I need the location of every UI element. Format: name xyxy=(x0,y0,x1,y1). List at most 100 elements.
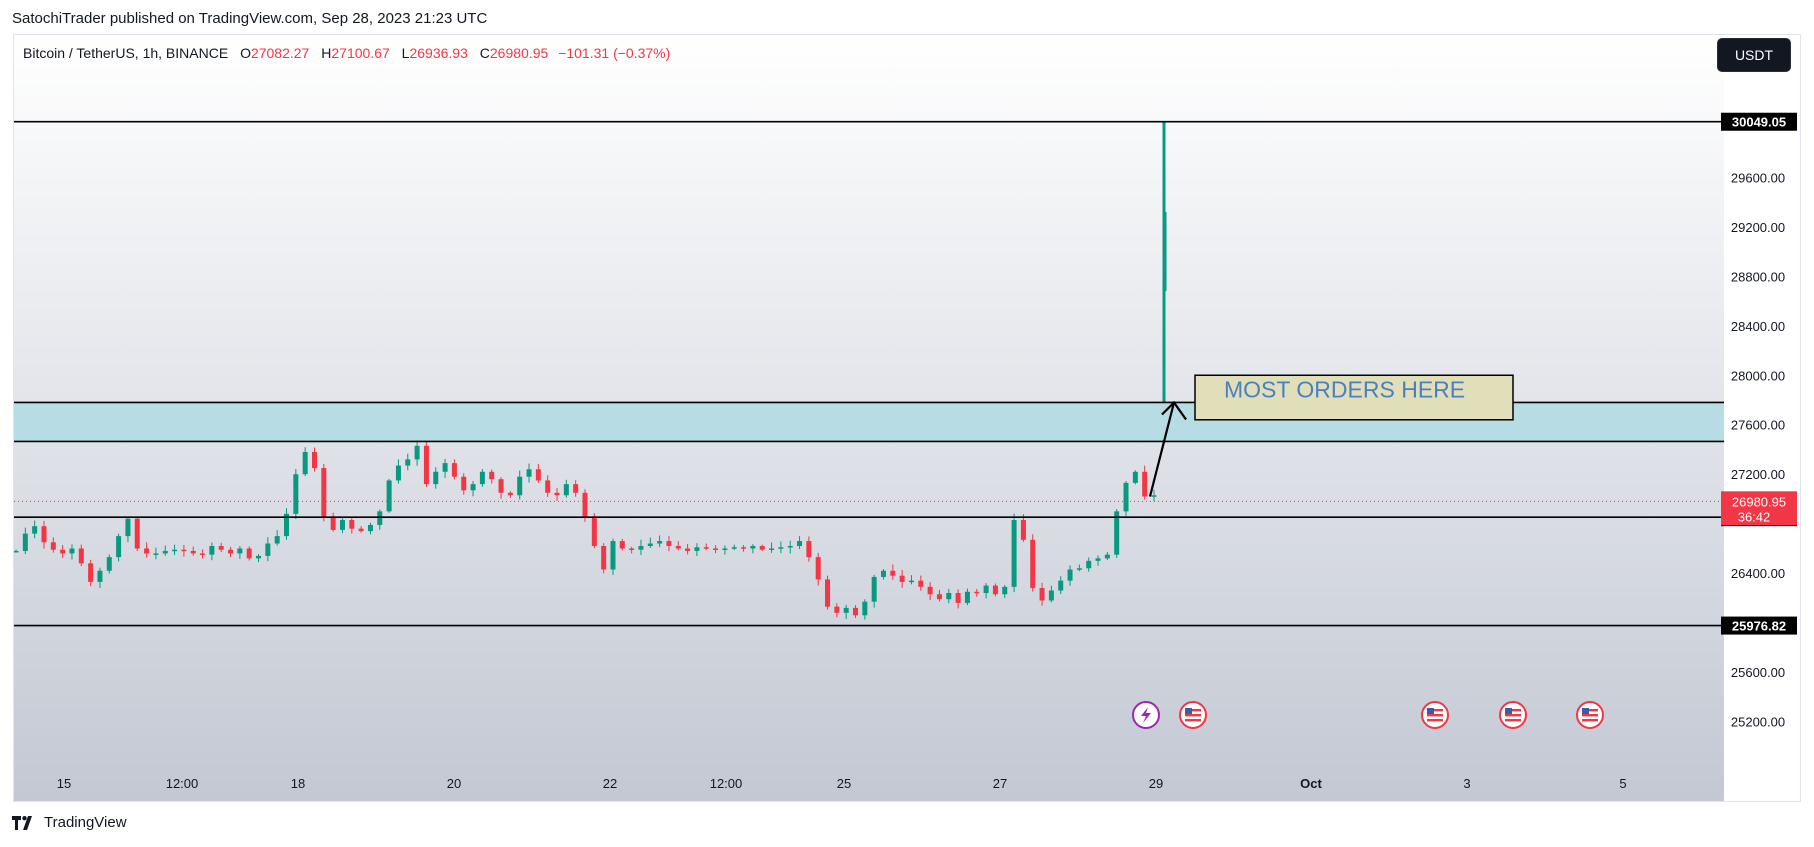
candle-body xyxy=(545,480,551,493)
price-tick-label: 27200.00 xyxy=(1731,467,1785,482)
time-tick-label: Oct xyxy=(1300,776,1322,791)
candle-body xyxy=(1114,511,1120,555)
price-tick-label: 29200.00 xyxy=(1731,220,1785,235)
candle-body xyxy=(461,476,467,491)
flag-stripe xyxy=(1185,714,1201,717)
candle-body xyxy=(918,580,924,587)
flag-canton xyxy=(1185,708,1192,714)
price-chart[interactable]: MOST ORDERS HERE 29600.00 29200.00 28800.00… xyxy=(14,35,1800,801)
price-level-badge xyxy=(1721,616,1797,635)
candle-body xyxy=(1095,558,1101,561)
candle-body xyxy=(843,607,849,613)
tradingview-logo-icon xyxy=(12,815,32,830)
time-tick-label: 5 xyxy=(1619,776,1626,791)
candle-body xyxy=(1123,482,1129,512)
high-value: 27100.67 xyxy=(331,45,390,61)
candle-body xyxy=(694,547,700,551)
candle-body xyxy=(871,576,877,602)
flag-stripe xyxy=(1185,709,1201,712)
candle-body xyxy=(190,550,196,554)
candle-body xyxy=(927,586,933,595)
candle-body xyxy=(442,463,448,472)
candle-body xyxy=(908,580,914,583)
price-level-label: 25976.82 xyxy=(1732,619,1786,634)
candle-body xyxy=(1151,495,1157,497)
candle-body xyxy=(218,546,224,550)
price-tick-label: 25600.00 xyxy=(1731,665,1785,680)
candle-body xyxy=(880,570,886,577)
low-label: L xyxy=(401,45,410,61)
candle-body xyxy=(60,549,66,554)
candle-body xyxy=(181,549,187,552)
candle-body xyxy=(759,546,765,550)
close-value: 26980.95 xyxy=(489,45,549,61)
countdown-label: 36:42 xyxy=(1738,509,1771,524)
candle-body xyxy=(815,557,821,580)
candle-body xyxy=(134,518,140,549)
time-tick-label: 3 xyxy=(1463,776,1470,791)
candle-body xyxy=(14,550,19,553)
price-tick-label: 29600.00 xyxy=(1731,170,1785,185)
price-tick-label: 26400.00 xyxy=(1731,566,1785,581)
flag-stripe xyxy=(1582,709,1598,712)
candle-body xyxy=(1058,580,1064,591)
candle-body xyxy=(256,555,262,559)
arrow-line xyxy=(1148,402,1176,497)
time-tick-label: 25 xyxy=(837,776,851,791)
candle-body xyxy=(78,548,84,564)
candle-body xyxy=(666,541,672,546)
candle-body xyxy=(657,541,663,544)
time-tick-label: 22 xyxy=(603,776,617,791)
candle-body xyxy=(172,549,178,552)
candle-body xyxy=(1048,590,1054,601)
price-tick-label: 28000.00 xyxy=(1731,368,1785,383)
candle-body xyxy=(339,520,345,530)
flag-stripe xyxy=(1185,719,1201,722)
flag-stripe xyxy=(1427,714,1443,717)
candle-body xyxy=(32,526,38,534)
time-tick-label: 18 xyxy=(291,776,305,791)
candle-body xyxy=(741,547,747,549)
high-label: H xyxy=(321,45,332,61)
candle-body xyxy=(367,524,373,532)
candle-body xyxy=(1076,568,1082,570)
candle-body xyxy=(125,518,131,537)
candle-body xyxy=(685,548,691,551)
tradingview-label: TradingView xyxy=(44,814,127,831)
price-tick-label: 28400.00 xyxy=(1731,319,1785,334)
candle-body xyxy=(1002,586,1008,595)
time-tick-label: 12:00 xyxy=(710,776,743,791)
candle-body xyxy=(1086,560,1092,569)
flag-stripe xyxy=(1582,719,1598,722)
candle-body xyxy=(470,484,476,491)
candle-body xyxy=(713,548,719,550)
flag-canton xyxy=(1427,708,1434,714)
arrow-head-icon xyxy=(1161,400,1187,421)
candle-body xyxy=(69,548,75,554)
candle-body xyxy=(563,484,569,496)
candle-body xyxy=(479,471,485,485)
candle-body xyxy=(797,541,803,546)
candle-body xyxy=(116,536,122,558)
chart-frame[interactable]: Bitcoin / TetherUS, 1h, BINANCE O27082.2… xyxy=(13,34,1801,802)
candle-body xyxy=(321,468,327,517)
candle-body xyxy=(899,575,905,582)
candle-body xyxy=(246,548,252,559)
currency-button[interactable]: USDT xyxy=(1718,39,1790,71)
candle-body xyxy=(423,445,429,485)
candle-body xyxy=(1020,520,1026,540)
time-tick-label: 20 xyxy=(447,776,461,791)
price-tick-label: 27600.00 xyxy=(1731,418,1785,433)
candle-body xyxy=(787,546,793,548)
symbol-name: Bitcoin / TetherUS, 1h, BINANCE xyxy=(23,45,229,61)
candle-body xyxy=(946,593,952,600)
tradingview-brand[interactable]: TradingView xyxy=(12,814,127,831)
candle-body xyxy=(806,541,812,558)
candle-body xyxy=(573,484,579,493)
open-label: O xyxy=(240,45,251,61)
candle-body xyxy=(825,579,831,607)
symbol-legend: Bitcoin / TetherUS, 1h, BINANCE O27082.2… xyxy=(23,45,670,61)
price-axis-panel xyxy=(1724,35,1800,801)
flag-stripe xyxy=(1427,709,1443,712)
candle-body xyxy=(983,585,989,594)
